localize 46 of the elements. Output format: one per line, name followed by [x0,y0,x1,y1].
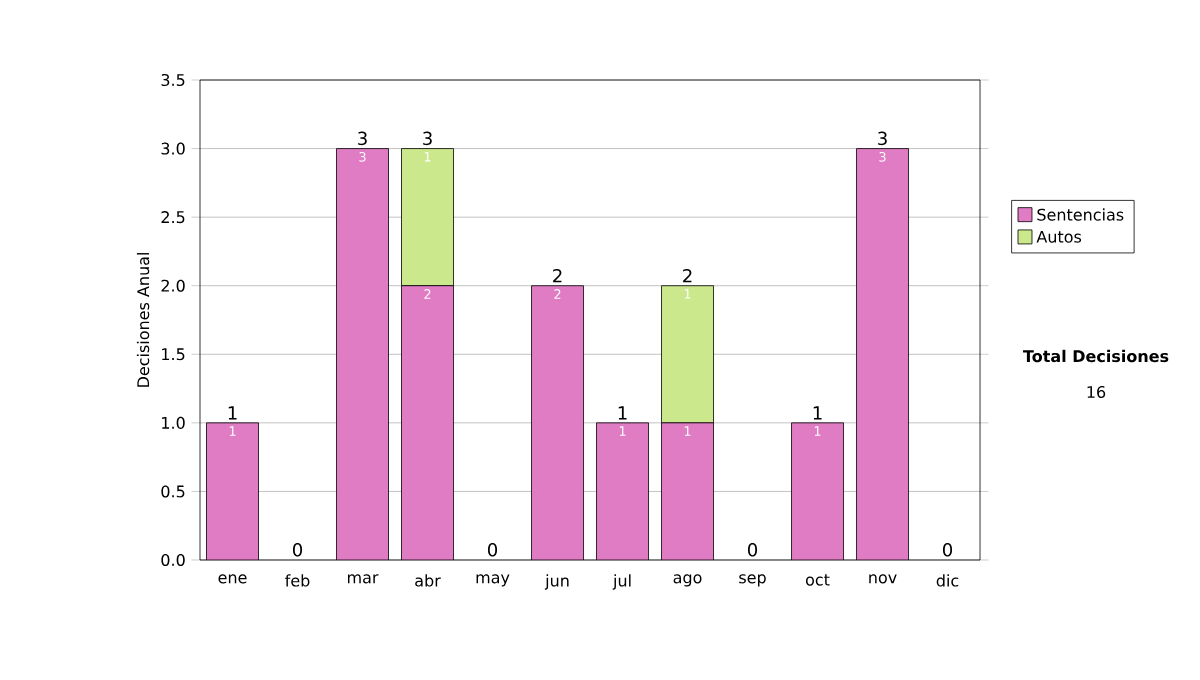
x-tick-label: jul [612,574,631,590]
y-tick-label: 3.0 [161,142,185,155]
bar [661,422,714,560]
total-label: 0 [292,542,303,557]
bar [856,148,909,560]
total-label: 1 [228,406,237,420]
x-tick-label: dic [936,574,959,587]
y-tick-label: 0.5 [161,485,185,498]
total-label: 1 [813,406,822,420]
y-tick-label: 3.5 [161,73,185,87]
y-tick-label: 2.5 [161,211,185,224]
x-tick-label: oct [805,574,830,586]
y-tick-label: 0.0 [161,553,185,567]
x-tick-label: abr [415,574,441,587]
bar [206,422,259,560]
bar [336,148,389,560]
x-tick-label: may [476,574,510,587]
bar [401,285,454,560]
total-label: 2 [683,268,692,283]
total-label: 0 [487,542,498,557]
x-tick-label: nov [869,574,897,584]
total-label: 0 [747,542,758,557]
x-tick-label: feb [285,574,310,587]
legend-label: Autos [1036,230,1082,243]
total-label: 2 [553,268,562,283]
total-label: 3 [358,131,367,146]
y-tick-label: 1.0 [162,416,185,429]
bar [596,422,649,560]
text: 16 [1087,385,1106,399]
y-axis-title: Decisiones Anual [136,253,150,387]
x-tick-label: jun [544,574,569,590]
x-tick-label: ago [673,574,702,587]
bar [791,422,844,560]
total-label: 1 [618,406,627,420]
legend-label: Sentencias [1037,208,1124,221]
x-tick-label: sep [739,574,766,587]
bar [531,285,584,560]
total-label: 3 [878,131,887,146]
total-label: 3 [423,131,432,146]
x-tick-label: mar [348,574,379,584]
y-tick-label: 2.0 [161,279,185,292]
y-tick-label: 1.5 [162,348,185,361]
text: Total Decisiones [1023,349,1169,363]
total-label: 0 [942,542,953,557]
bar [661,285,714,424]
x-tick-label: ene [218,574,247,584]
